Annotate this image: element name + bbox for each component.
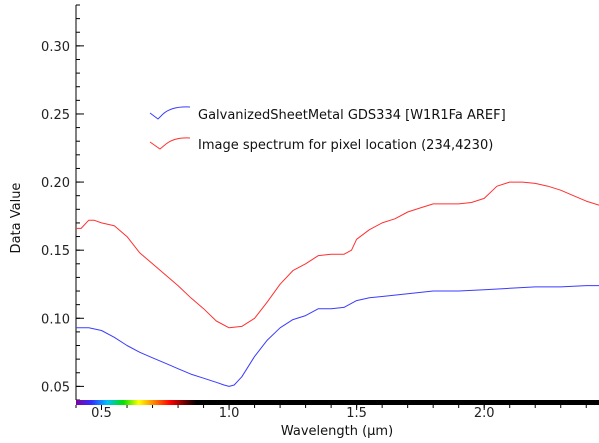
x-tick-label: 0.5: [91, 406, 112, 421]
x-tick-label: 1.5: [346, 406, 367, 421]
series-lines: [76, 181, 599, 387]
y-tick-label: 0.15: [41, 244, 70, 259]
wavelength-color-bar: [76, 400, 599, 405]
x-tick-label: 1.0: [219, 406, 240, 421]
y-tick-label: 0.30: [41, 40, 70, 55]
x-axis: 0.5 1.0 1.5 2.0: [75, 405, 587, 421]
y-tick-label: 0.05: [41, 380, 70, 395]
series-line-2: [76, 181, 599, 329]
x-tick-label: 2.0: [474, 406, 495, 421]
y-tick-label: 0.10: [41, 312, 70, 327]
y-tick-label: 0.25: [41, 108, 70, 123]
x-axis-title: Wavelength (µm): [281, 424, 393, 439]
y-tick-label: 0.20: [41, 176, 70, 191]
series-line-1: [76, 285, 599, 387]
spectrum-gradient-bar: [76, 400, 599, 405]
legend-swatch: [149, 137, 191, 150]
legend: GalvanizedSheetMetal GDS334 [W1R1Fa AREF…: [149, 106, 506, 153]
y-axis: 0.05 0.10 0.15 0.20 0.25 0.30: [41, 4, 84, 401]
legend-swatch: [149, 106, 191, 120]
legend-label: GalvanizedSheetMetal GDS334 [W1R1Fa AREF…: [198, 108, 506, 123]
legend-label: Image spectrum for pixel location (234,4…: [198, 138, 493, 153]
y-axis-title: Data Value: [9, 183, 24, 254]
